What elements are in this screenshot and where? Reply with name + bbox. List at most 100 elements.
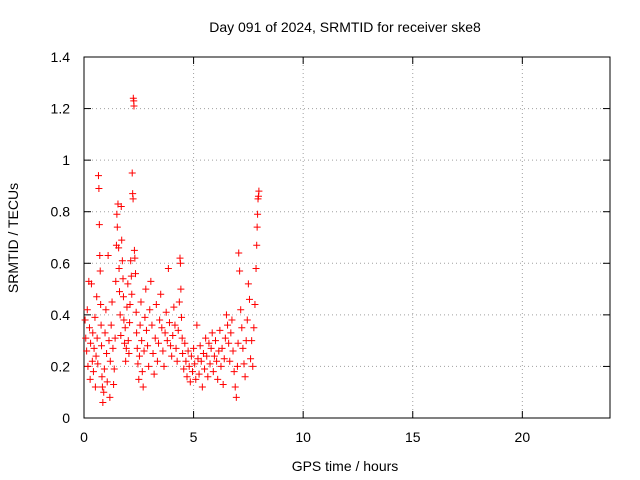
data-point [244,280,252,288]
data-point [161,329,169,337]
data-point [164,264,172,272]
data-point [116,311,124,319]
data-point [93,293,101,301]
data-point [84,362,92,370]
data-point [98,373,106,381]
data-point [117,331,125,339]
data-point [205,339,213,347]
x-tick-label: 0 [80,429,88,445]
data-point [88,357,96,365]
y-axis-label: SRMTID / TECUs [5,183,21,293]
data-point [180,365,188,373]
data-point [157,290,165,298]
data-point [249,362,257,370]
data-point [112,277,120,285]
data-point [134,360,142,368]
data-point [135,352,143,360]
data-point [89,329,97,337]
data-point [170,303,178,311]
data-point [196,342,204,350]
data-point [148,321,156,329]
data-point [113,223,121,231]
data-point [152,301,160,309]
y-tick-label: 0.8 [51,204,71,220]
plot-area-frame [83,56,611,419]
chart-title: Day 091 of 2024, SRMTID for receiver ske… [209,19,481,35]
data-point [167,342,175,350]
data-point [204,373,212,381]
x-tick-label: 5 [190,429,198,445]
data-point [207,344,215,352]
data-point [226,357,234,365]
data-point [184,347,192,355]
data-point [151,334,159,342]
data-point [245,295,253,303]
data-point [163,337,171,345]
x-tick-label: 15 [405,429,421,445]
data-point [235,249,243,257]
data-point [129,195,137,203]
data-point [122,357,130,365]
data-point [250,324,258,332]
data-point [97,321,105,329]
data-point [127,257,135,265]
data-point [203,352,211,360]
data-point [90,344,98,352]
data-point [178,334,186,342]
data-point [118,236,126,244]
data-point [91,313,99,321]
data-point [122,344,130,352]
data-point [104,252,112,260]
y-tick-label: 0.4 [51,307,71,323]
data-point [165,319,173,327]
data-point [109,344,117,352]
data-point [192,375,200,383]
data-point [130,246,138,254]
data-point [176,259,184,267]
data-point [210,352,218,360]
data-point [228,316,236,324]
data-point [208,329,216,337]
data-point [169,331,177,339]
data-point [141,313,149,321]
data-point [198,383,206,391]
data-point [100,365,108,373]
data-point [222,311,230,319]
data-point [160,362,168,370]
data-point [102,306,110,314]
data-point [98,383,106,391]
data-point [124,280,132,288]
data-point [103,350,111,358]
x-tick-label: 20 [515,429,531,445]
data-point [216,326,224,334]
data-point [232,393,240,401]
y-tick-label: 1 [62,152,70,168]
data-point [106,393,114,401]
data-point [168,352,176,360]
data-point [119,293,127,301]
data-point [132,308,140,316]
data-point [136,321,144,329]
data-point [91,383,99,391]
data-point [89,368,97,376]
data-point [97,301,105,309]
grid-lines [84,57,610,418]
data-point [133,329,141,337]
data-point [96,267,104,275]
data-point [233,362,241,370]
data-point [98,342,106,350]
data-point [120,316,128,324]
data-point [93,334,101,342]
data-point [96,252,104,260]
data-point [110,380,118,388]
data-point [126,301,134,309]
data-point [100,388,108,396]
data-point [252,264,260,272]
data-point [238,324,246,332]
data-point [105,337,113,345]
y-tick-label: 1.2 [51,101,71,117]
data-point [83,347,91,355]
data-point [174,326,182,334]
data-point [127,272,135,280]
data-point [116,288,124,296]
